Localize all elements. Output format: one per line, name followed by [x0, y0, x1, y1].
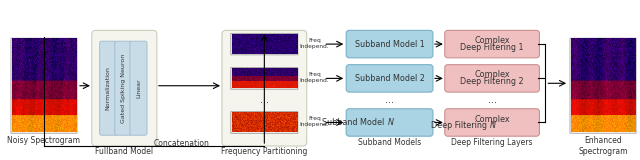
- Text: Complex: Complex: [474, 36, 510, 45]
- Text: N: N: [490, 121, 496, 130]
- Text: Freq
Independ.: Freq Independ.: [300, 72, 330, 83]
- Text: Frequency Partitioning: Frequency Partitioning: [221, 147, 308, 156]
- Text: Complex: Complex: [474, 70, 510, 80]
- FancyBboxPatch shape: [222, 30, 307, 146]
- Text: Subband Model 2: Subband Model 2: [355, 74, 424, 83]
- Text: Enhanced
Spectrogram: Enhanced Spectrogram: [579, 136, 628, 156]
- Text: Freq
Independ.: Freq Independ.: [300, 38, 330, 48]
- Text: Deep Filtering Layers: Deep Filtering Layers: [451, 138, 533, 147]
- Text: Complex: Complex: [474, 115, 510, 124]
- Text: Concatenation: Concatenation: [154, 139, 209, 148]
- FancyBboxPatch shape: [445, 65, 540, 92]
- Text: Subband Models: Subband Models: [358, 138, 421, 147]
- Text: Noisy Spectrogram: Noisy Spectrogram: [8, 136, 81, 145]
- Text: Normalization: Normalization: [106, 66, 111, 110]
- FancyBboxPatch shape: [100, 41, 116, 135]
- FancyBboxPatch shape: [115, 41, 132, 135]
- Text: ...: ...: [385, 95, 394, 105]
- Text: Gated Spiking Neuron: Gated Spiking Neuron: [121, 54, 126, 123]
- Text: ...: ...: [488, 95, 497, 105]
- Text: Fullband Model: Fullband Model: [95, 147, 154, 156]
- FancyBboxPatch shape: [445, 109, 540, 136]
- FancyBboxPatch shape: [346, 109, 433, 136]
- Text: N: N: [388, 118, 394, 127]
- Text: Freq
Independ.: Freq Independ.: [300, 116, 330, 127]
- FancyBboxPatch shape: [346, 30, 433, 58]
- Text: Deep Filtering: Deep Filtering: [431, 121, 489, 130]
- FancyBboxPatch shape: [92, 30, 157, 146]
- Text: Subband Model 1: Subband Model 1: [355, 40, 424, 49]
- Text: Subband Model: Subband Model: [322, 118, 387, 127]
- Text: Deep Filtering 2: Deep Filtering 2: [460, 77, 524, 86]
- FancyBboxPatch shape: [346, 65, 433, 92]
- FancyBboxPatch shape: [130, 41, 147, 135]
- Text: Linear: Linear: [136, 78, 141, 98]
- Text: ...: ...: [260, 95, 269, 105]
- Text: Deep Filtering 1: Deep Filtering 1: [460, 43, 524, 52]
- FancyBboxPatch shape: [445, 30, 540, 58]
